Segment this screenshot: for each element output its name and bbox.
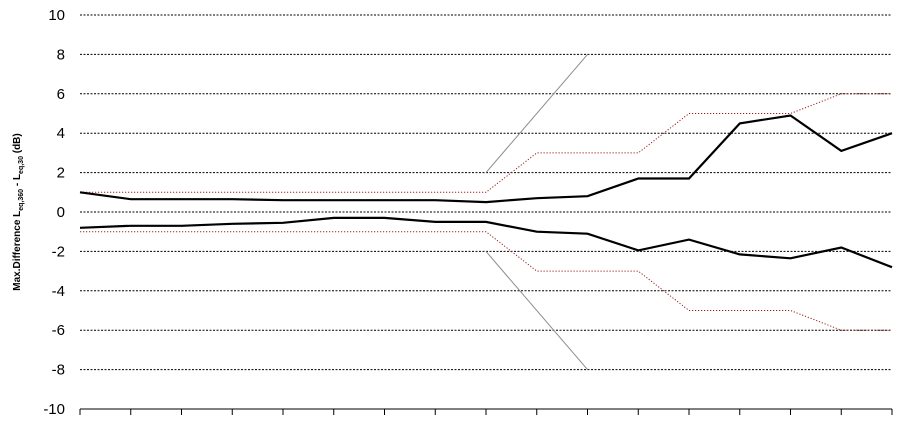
y-tick-label: 10 — [48, 7, 65, 24]
grid-lines — [80, 14, 892, 410]
y-tick-label: -2 — [52, 243, 65, 260]
y-tick-label: 2 — [57, 165, 65, 182]
y-tick-label: 4 — [57, 125, 65, 142]
y-tick-label: -10 — [43, 401, 65, 418]
y-tick-label: 8 — [57, 46, 65, 63]
y-tick-label: -8 — [52, 362, 65, 379]
x-axis — [79, 408, 893, 415]
y-tick-label: 0 — [57, 204, 65, 221]
series-line-thin-gray — [485, 54, 588, 173]
series-line-thin-gray — [485, 251, 588, 370]
y-tick-label: 6 — [57, 86, 65, 103]
series-line-dotted-red — [80, 231, 892, 331]
series-line-dotted-red — [80, 93, 892, 193]
y-tick-label: -4 — [52, 283, 65, 300]
series-line-bold-black — [79, 216, 893, 269]
y-axis-label: Max.Difference Leq,360 - Leq,30 (dB) — [12, 133, 25, 291]
data-series — [79, 54, 893, 370]
series-line-bold-black — [79, 114, 893, 204]
y-tick-labels: 10 8 6 4 2 0 -2 -4 -6 -8 -10 — [43, 7, 65, 418]
y-tick-label: -6 — [52, 322, 65, 339]
